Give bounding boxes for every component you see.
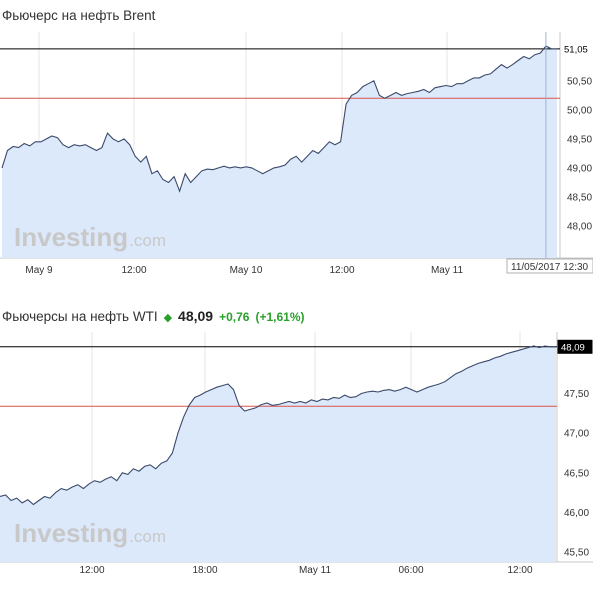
brent-x-tick-label: May 11 [431, 265, 463, 276]
brent-y-tick-label: 50,50 [567, 76, 592, 87]
up-arrow-icon: ◆ [163, 312, 173, 324]
wti-change: +0,76 [219, 310, 250, 324]
wti-y-tick-label: 47,00 [564, 429, 589, 440]
wti-series-line [0, 345, 556, 506]
brent-watermark-suffix: .com [129, 231, 166, 250]
brent-chart-title: Фьючерс на нефть Brent [2, 8, 156, 23]
brent-y-tick-label: 51,05 [564, 44, 588, 55]
wti-x-tick-label: 12:00 [79, 565, 104, 576]
brent-series-line [1, 45, 557, 193]
brent-watermark-logo: Investing [14, 222, 128, 252]
wti-x-tick-label: 18:00 [192, 565, 217, 576]
brent-y-tick-label: 48,00 [567, 222, 592, 233]
wti-y-tick-label: 45,50 [564, 548, 589, 559]
wti-chart-title: Фьючерсы на нефть WTI [2, 309, 158, 324]
brent-y-tick-label: 48,50 [567, 192, 592, 203]
wti-watermark-suffix: .com [129, 527, 166, 546]
brent-y-tick-label: 50,00 [567, 105, 592, 116]
brent-chart-panel: Фьючерс на нефть Brent Investing .com 51,0… [0, 0, 593, 285]
wti-watermark-logo: Investing [14, 518, 128, 548]
wti-x-tick-label: 06:00 [398, 565, 423, 576]
brent-x-tick-label: May 10 [230, 265, 263, 276]
brent-crosshair-label: 11/05/2017 12:30 [511, 262, 589, 273]
wti-y-tick-label: 46,50 [564, 468, 589, 479]
brent-chart[interactable]: Investing .com 51,05 50,50 50,00 49,50 49,00 48… [0, 0, 593, 285]
wti-last-value-box [557, 339, 593, 354]
wti-chart-header: Фьючерсы на нефть WTI ◆ 48,09 +0,76 (+1,61%) [2, 308, 305, 324]
wti-price: 48,09 [178, 308, 214, 324]
wti-x-tick-label: May 11 [299, 565, 331, 576]
wti-chart-panel: Фьючерсы на нефть WTI ◆ 48,09 +0,76 (+1,61%)… [0, 300, 593, 600]
wti-y-tick-label: 46,00 [564, 508, 589, 519]
brent-last-value-box [560, 41, 593, 56]
brent-y-tick-label: 49,50 [567, 134, 592, 145]
brent-x-tick-label: 12:00 [121, 265, 146, 276]
wti-y-tick-label: 47,50 [564, 389, 589, 400]
wti-chart[interactable]: Investing .com 48,09 47,50 47,00 46,50 46,00 45… [0, 300, 593, 600]
brent-y-tick-label: 49,00 [567, 163, 592, 174]
brent-crosshair-label-box [506, 258, 593, 274]
brent-area-fill [2, 46, 557, 258]
wti-y-tick-label: 48,09 [561, 342, 585, 353]
wti-area-fill [0, 346, 556, 562]
wti-change-pct: (+1,61%) [255, 310, 305, 324]
wti-x-tick-label: 12:00 [507, 565, 532, 576]
brent-x-tick-label: May 9 [25, 265, 53, 276]
brent-x-tick-label: 12:00 [329, 265, 354, 276]
